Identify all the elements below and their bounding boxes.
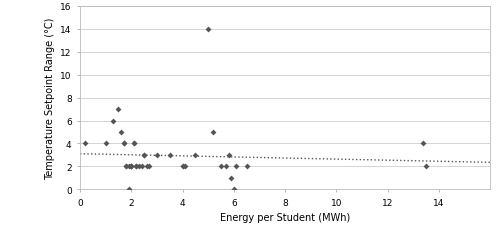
Point: [153, 153, 161, 157]
Point: [217, 165, 225, 168]
Point: [230, 188, 238, 191]
Point: [138, 165, 145, 168]
Point: [178, 165, 186, 168]
Point: [192, 153, 200, 157]
Point: [209, 131, 217, 134]
Point: [232, 165, 240, 168]
Point: [122, 165, 130, 168]
Point: [120, 142, 128, 146]
Point: [140, 153, 148, 157]
X-axis label: Energy per Student (MWh): Energy per Student (MWh): [220, 212, 350, 222]
Point: [132, 165, 140, 168]
Point: [242, 165, 250, 168]
Point: [224, 153, 232, 157]
Point: [142, 165, 150, 168]
Point: [181, 165, 189, 168]
Point: [127, 165, 135, 168]
Point: [227, 176, 235, 180]
Point: [222, 165, 230, 168]
Point: [122, 165, 130, 168]
Point: [127, 165, 135, 168]
Point: [140, 153, 148, 157]
Point: [204, 28, 212, 32]
Point: [114, 108, 122, 111]
Point: [130, 142, 138, 146]
Point: [120, 142, 128, 146]
Point: [135, 165, 143, 168]
Point: [130, 142, 138, 146]
Point: [110, 119, 118, 123]
Point: [178, 165, 186, 168]
Y-axis label: Temperature Setpoint Range (°C): Temperature Setpoint Range (°C): [44, 17, 54, 179]
Point: [132, 165, 140, 168]
Point: [102, 142, 110, 146]
Point: [145, 165, 153, 168]
Point: [81, 142, 89, 146]
Point: [420, 142, 428, 146]
Point: [124, 188, 132, 191]
Point: [127, 165, 135, 168]
Point: [117, 131, 125, 134]
Point: [422, 165, 430, 168]
Point: [166, 153, 173, 157]
Point: [124, 165, 132, 168]
